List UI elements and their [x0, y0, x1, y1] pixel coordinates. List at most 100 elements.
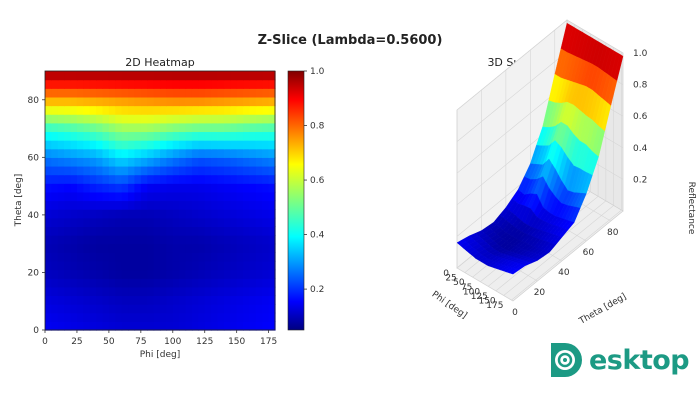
heatmap-cell [236, 304, 244, 314]
heatmap-cell [128, 269, 136, 279]
heatmap-cell [172, 226, 180, 236]
heatmap-cell [134, 122, 142, 133]
heatmap-cell [128, 148, 136, 158]
heatmap-cell [64, 183, 72, 193]
heatmap-cell [172, 79, 180, 89]
heatmap-cell [185, 157, 193, 167]
heatmap-cell [243, 217, 251, 227]
heatmap-cell [45, 243, 52, 253]
colorbar-tick-label: 0.8 [310, 122, 325, 132]
heatmap-cell [76, 295, 84, 305]
heatmap-cell [76, 140, 84, 150]
heatmap-cell [211, 269, 219, 279]
heatmap-cell [185, 174, 193, 184]
heatmap-cell [64, 96, 72, 107]
heatmap-cell [211, 243, 219, 253]
heatmap-cell [230, 252, 238, 262]
surface-ticks: 02550751001251501750204060800.20.40.60.8… [443, 49, 647, 318]
heatmap-cell [198, 217, 206, 227]
heatmap-cell [51, 71, 59, 81]
heatmap-cell [198, 269, 206, 279]
heatmap-cell [128, 174, 136, 184]
heatmap-cell [147, 140, 155, 150]
heatmap-cell [204, 105, 212, 115]
heatmap-cell [191, 260, 199, 271]
heatmap-cell [140, 295, 148, 305]
heatmap-cell [211, 312, 219, 322]
heatmap-cell [211, 321, 219, 331]
heatmap-cell [249, 114, 257, 124]
heatmap-cell [70, 304, 78, 314]
heatmap-cell [134, 174, 142, 184]
heatmap-cell [96, 157, 104, 167]
heatmap-frame [44, 70, 276, 331]
heatmap-cell [115, 165, 123, 176]
heatmap-cell [211, 157, 219, 167]
heatmap-cell [166, 131, 174, 141]
heatmap-cell [236, 252, 244, 262]
heatmap-cell [166, 79, 174, 89]
heatmap-cell [45, 269, 52, 279]
heatmap-cell [134, 140, 142, 150]
heatmap-cell [255, 122, 263, 133]
heatmap-cell [185, 295, 193, 305]
heatmap-cell [236, 174, 244, 184]
heatmap-cell [70, 235, 78, 245]
heatmap-cell [255, 243, 263, 253]
heatmap-cell [51, 165, 59, 176]
heatmap-cell [51, 191, 59, 202]
heatmap-cell [76, 243, 84, 253]
heatmap-cell [140, 217, 148, 227]
heatmap-cell [166, 174, 174, 184]
heatmap-cell [108, 260, 116, 271]
heatmap-cell [243, 226, 251, 236]
heatmap-cell [108, 105, 116, 115]
heatmap-cell [230, 243, 238, 253]
heatmap-cell [172, 295, 180, 305]
heatmap-cell [230, 148, 238, 158]
heatmap-cell [45, 286, 52, 297]
heatmap-cell [102, 295, 110, 305]
heatmap-cell [128, 321, 136, 331]
heatmap-cell [121, 114, 129, 124]
heatmap-cell [140, 226, 148, 236]
heatmap-cell [108, 321, 116, 331]
heatmap-cell [223, 217, 231, 227]
heatmap-cell [140, 269, 148, 279]
heatmap-cell [45, 165, 52, 176]
heatmap-cell [204, 295, 212, 305]
heatmap-cell [96, 71, 104, 81]
heatmap-cell [121, 122, 129, 133]
heatmap-cell [185, 191, 193, 202]
heatmap-cell [128, 243, 136, 253]
colorbar-tick-label: 0.4 [310, 231, 325, 241]
heatmap-cell [255, 321, 263, 331]
heatmap-cell [191, 200, 199, 210]
heatmap-cell [45, 122, 52, 133]
heatmap-cell [223, 226, 231, 236]
heatmap-cell [70, 79, 78, 89]
heatmap-cell [89, 312, 97, 322]
heatmap-cell [236, 122, 244, 133]
heatmap-cell [211, 79, 219, 89]
heatmap-cell [76, 286, 84, 297]
heatmap-cell [217, 105, 225, 115]
heatmap-cell [147, 114, 155, 124]
heatmap-cell [83, 157, 91, 167]
heatmap-cell [83, 321, 91, 331]
heatmap-cell [236, 71, 244, 81]
heatmap-cell [134, 71, 142, 81]
heatmap-cell [57, 260, 65, 271]
heatmap-cell [198, 295, 206, 305]
heatmap-cell [102, 278, 110, 288]
heatmap-cell [147, 278, 155, 288]
heatmap-cell [102, 140, 110, 150]
heatmap-cell [76, 235, 84, 245]
heatmap-cell [115, 252, 123, 262]
heatmap-cell [268, 226, 276, 236]
heatmap-cell [102, 226, 110, 236]
heatmap-cell [185, 321, 193, 331]
heatmap-cell [121, 131, 129, 141]
heatmap-x-tick-label: 125 [196, 337, 213, 347]
heatmap-cell [217, 191, 225, 202]
